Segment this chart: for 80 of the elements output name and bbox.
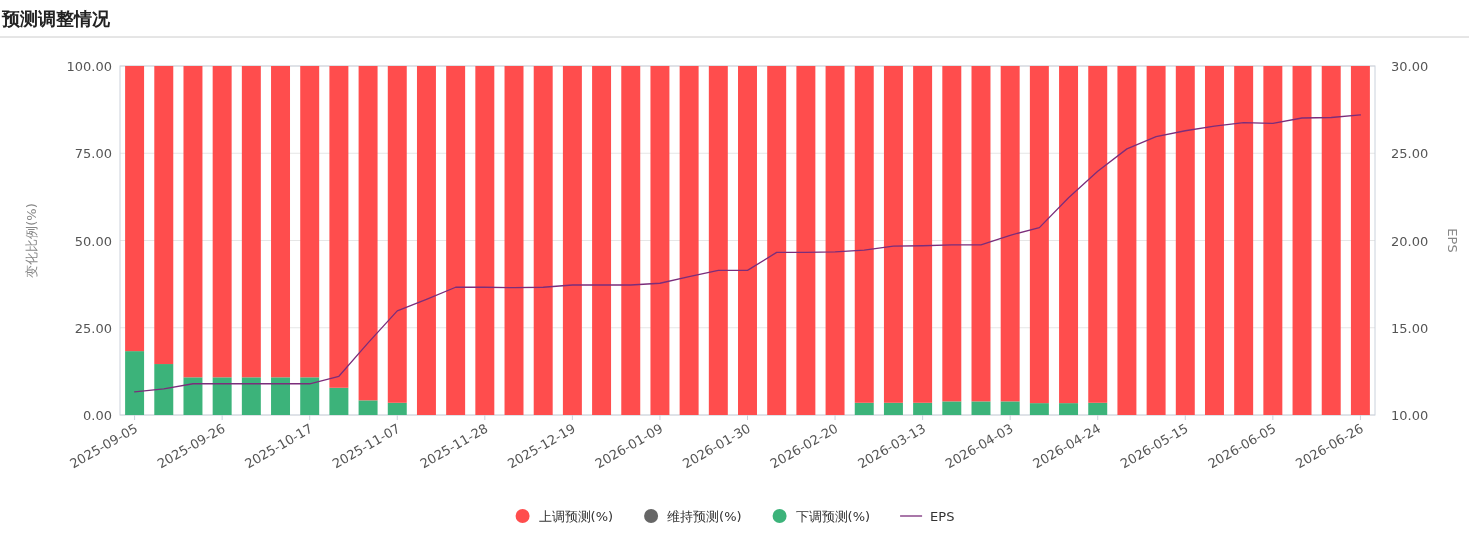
- bar: [183, 377, 203, 415]
- bar: [416, 66, 436, 415]
- bar: [212, 66, 232, 378]
- line-series: [133, 114, 1362, 393]
- bar: [358, 400, 378, 415]
- bar: [825, 66, 845, 415]
- bar: [125, 66, 145, 352]
- bar: [1263, 66, 1283, 415]
- bar: [125, 351, 145, 415]
- bar: [913, 66, 933, 403]
- bar: [1350, 66, 1370, 415]
- bar: [854, 66, 874, 403]
- bar: [1146, 66, 1166, 415]
- y2-tick-label: 20.00: [1391, 233, 1429, 249]
- bar: [387, 66, 407, 403]
- bar: [1204, 66, 1224, 415]
- bar: [796, 66, 816, 415]
- y2-tick-label: 10.00: [1391, 408, 1429, 423]
- bar: [154, 66, 174, 365]
- bar: [154, 364, 174, 415]
- y2-tick-label: 25.00: [1391, 146, 1429, 162]
- bar: [679, 66, 699, 415]
- bar: [1059, 66, 1079, 404]
- bar: [300, 66, 320, 378]
- bar: [621, 66, 641, 415]
- bar: [475, 66, 495, 415]
- bar: [883, 66, 903, 403]
- bar: [1088, 66, 1108, 403]
- bar: [738, 66, 757, 415]
- bar: [241, 377, 261, 415]
- y2-tick-label: 30.00: [1391, 59, 1429, 74]
- bar: [971, 66, 991, 402]
- bar: [1029, 66, 1049, 404]
- bar: [241, 66, 261, 378]
- y-tick-label: 0.00: [83, 408, 112, 423]
- bar: [650, 66, 670, 415]
- bar: [504, 66, 524, 415]
- legend-label: EPS: [930, 509, 955, 524]
- bar: [271, 66, 291, 378]
- bar: [1029, 403, 1049, 415]
- bar: [300, 377, 320, 415]
- bar: [329, 387, 349, 415]
- y2-tick-label: 15.00: [1391, 320, 1429, 336]
- bar: [446, 66, 466, 415]
- bar: [592, 66, 612, 415]
- bar: [1117, 66, 1137, 415]
- bar: [387, 402, 407, 415]
- legend-label: 下调预测(%): [795, 509, 871, 524]
- bar: [1000, 66, 1020, 402]
- bar: [971, 401, 991, 415]
- bar: [913, 402, 933, 415]
- bar: [533, 66, 553, 415]
- bar: [1000, 401, 1020, 415]
- bar: [183, 66, 203, 378]
- chart-title: 预测调整情况: [1, 8, 111, 29]
- bar: [329, 66, 349, 388]
- bar: [942, 401, 962, 415]
- y2-axis-title: EPS: [1445, 228, 1460, 253]
- y-axis-title: 变化比例(%): [24, 203, 39, 278]
- bar: [767, 66, 787, 415]
- bar: [708, 66, 728, 415]
- legend-label: 上调预测(%): [538, 509, 614, 524]
- y-tick-label: 100.00: [66, 59, 112, 74]
- bar: [883, 402, 903, 415]
- bar: [942, 66, 962, 402]
- bar: [1175, 66, 1195, 415]
- y-tick-label: 25.00: [74, 320, 112, 336]
- bar: [562, 66, 582, 415]
- bar: [1088, 402, 1108, 415]
- bar: [358, 66, 378, 401]
- bar: [1292, 66, 1312, 415]
- bar: [1234, 66, 1254, 415]
- y-tick-label: 75.00: [74, 146, 112, 162]
- bar: [1321, 66, 1341, 415]
- bar: [1059, 403, 1079, 415]
- y-tick-label: 50.00: [74, 233, 112, 249]
- bar: [854, 402, 874, 415]
- bar: [271, 377, 291, 415]
- legend-label: 维持预测(%): [667, 509, 742, 524]
- bar: [212, 377, 232, 415]
